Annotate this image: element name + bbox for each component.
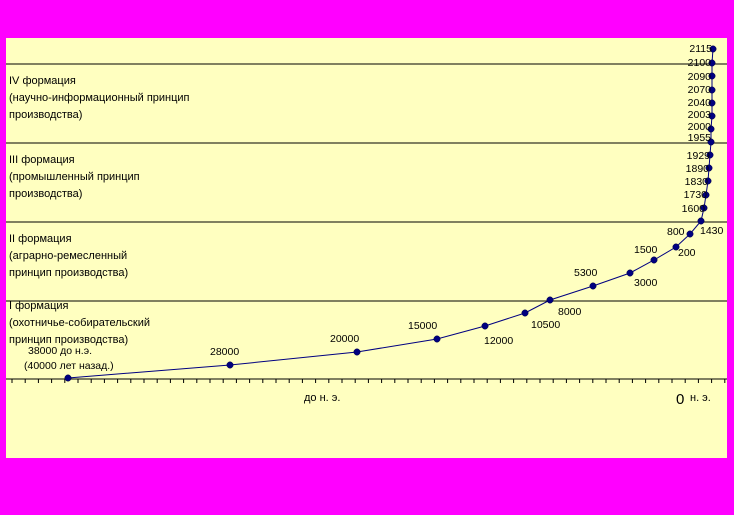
data-point-8	[589, 282, 597, 290]
band-label-2-line-3: принцип производства)	[9, 267, 128, 279]
band-label-4-line-3: производства)	[9, 109, 82, 121]
point-label-13: 1430	[700, 225, 724, 237]
data-point-15	[702, 191, 710, 199]
point-label-7: 8000	[558, 306, 582, 318]
point-label-21: 2003	[688, 109, 712, 121]
band-label-3-line-3: производства)	[9, 188, 82, 200]
point-label-24: 2090	[688, 71, 712, 83]
chart-panel: I формация (охотничье-собирательский принц…	[6, 38, 727, 458]
band-label-4-line-1: IV формация	[9, 75, 76, 87]
data-point-23	[708, 86, 716, 94]
band-label-1-line-2: (охотничье-собирательский	[9, 317, 150, 329]
axis-label-zero: 0	[676, 391, 684, 408]
point-label-17: 1890	[686, 163, 710, 175]
point-label-10: 1500	[634, 244, 658, 256]
point-label-22: 2040	[688, 97, 712, 109]
axis-label-bc: до н. э.	[304, 392, 340, 404]
band-labels: I формация (охотничье-собирательский принц…	[9, 75, 190, 346]
point-label-20: 2000	[688, 121, 712, 133]
data-point-18	[706, 151, 714, 159]
data-point-19	[707, 138, 715, 146]
data-point-3	[353, 348, 361, 356]
data-point-13	[697, 217, 705, 225]
data-point-17	[705, 164, 713, 172]
formation-chart: I формация (охотничье-собирательский принц…	[6, 43, 727, 408]
data-point-16	[704, 177, 712, 185]
data-point-21	[708, 112, 716, 120]
data-point-25	[708, 59, 716, 67]
band-label-3-line-2: (промышленный принцип	[9, 171, 140, 183]
data-point-24	[708, 72, 716, 80]
data-point-20	[707, 125, 715, 133]
data-point-10	[650, 256, 658, 264]
point-label-11: 200	[678, 247, 696, 259]
data-point-26	[709, 45, 717, 53]
data-point-12	[686, 230, 694, 238]
point-label-6: 10500	[531, 319, 560, 331]
data-point-6	[521, 309, 529, 317]
point-label-16: 1830	[685, 176, 709, 188]
data-point-4	[433, 335, 441, 343]
point-label-12: 800	[667, 226, 685, 238]
point-label-23: 2070	[688, 84, 712, 96]
data-point-5	[481, 322, 489, 330]
x-axis: до н. э. 0 н. э.	[6, 378, 727, 408]
point-label-5: 12000	[484, 335, 513, 347]
point-label-14: 1600	[682, 203, 706, 215]
point-label-8: 5300	[574, 267, 598, 279]
point-label-25: 2100	[688, 57, 712, 69]
band-label-1-line-3: принцип производства)	[9, 334, 128, 346]
point-label-3: 20000	[330, 333, 359, 345]
data-point-1	[64, 374, 72, 382]
band-label-4-line-2: (научно-информационный принцип	[9, 92, 190, 104]
band-label-2-line-1: II формация	[9, 233, 72, 245]
point-label-26: 2115	[689, 43, 712, 55]
point-label-19: 1955	[688, 132, 712, 144]
band-label-3-line-1: III формация	[9, 154, 75, 166]
point-label-1-sub: (40000 лет назад.)	[24, 360, 114, 372]
data-point-14	[700, 204, 708, 212]
point-label-1: 38000 до н.э.	[28, 345, 92, 357]
point-label-9: 3000	[634, 277, 658, 289]
data-points	[64, 45, 717, 382]
data-point-2	[226, 361, 234, 369]
band-label-2-line-2: (аграрно-ремесленный	[9, 250, 127, 262]
data-point-7	[546, 296, 554, 304]
point-label-15: 1730	[684, 189, 708, 201]
point-label-2: 28000	[210, 346, 239, 358]
axis-label-ad: н. э.	[690, 392, 711, 404]
data-point-9	[626, 269, 634, 277]
band-lines	[6, 63, 727, 302]
band-label-1-line-1: I формация	[9, 300, 69, 312]
point-labels: 38000 до н.э. (40000 лет назад.) 28000 2000…	[24, 43, 724, 372]
point-label-4: 15000	[408, 320, 437, 332]
data-point-22	[708, 99, 716, 107]
data-point-11	[672, 243, 680, 251]
point-label-18: 1929	[687, 150, 711, 162]
